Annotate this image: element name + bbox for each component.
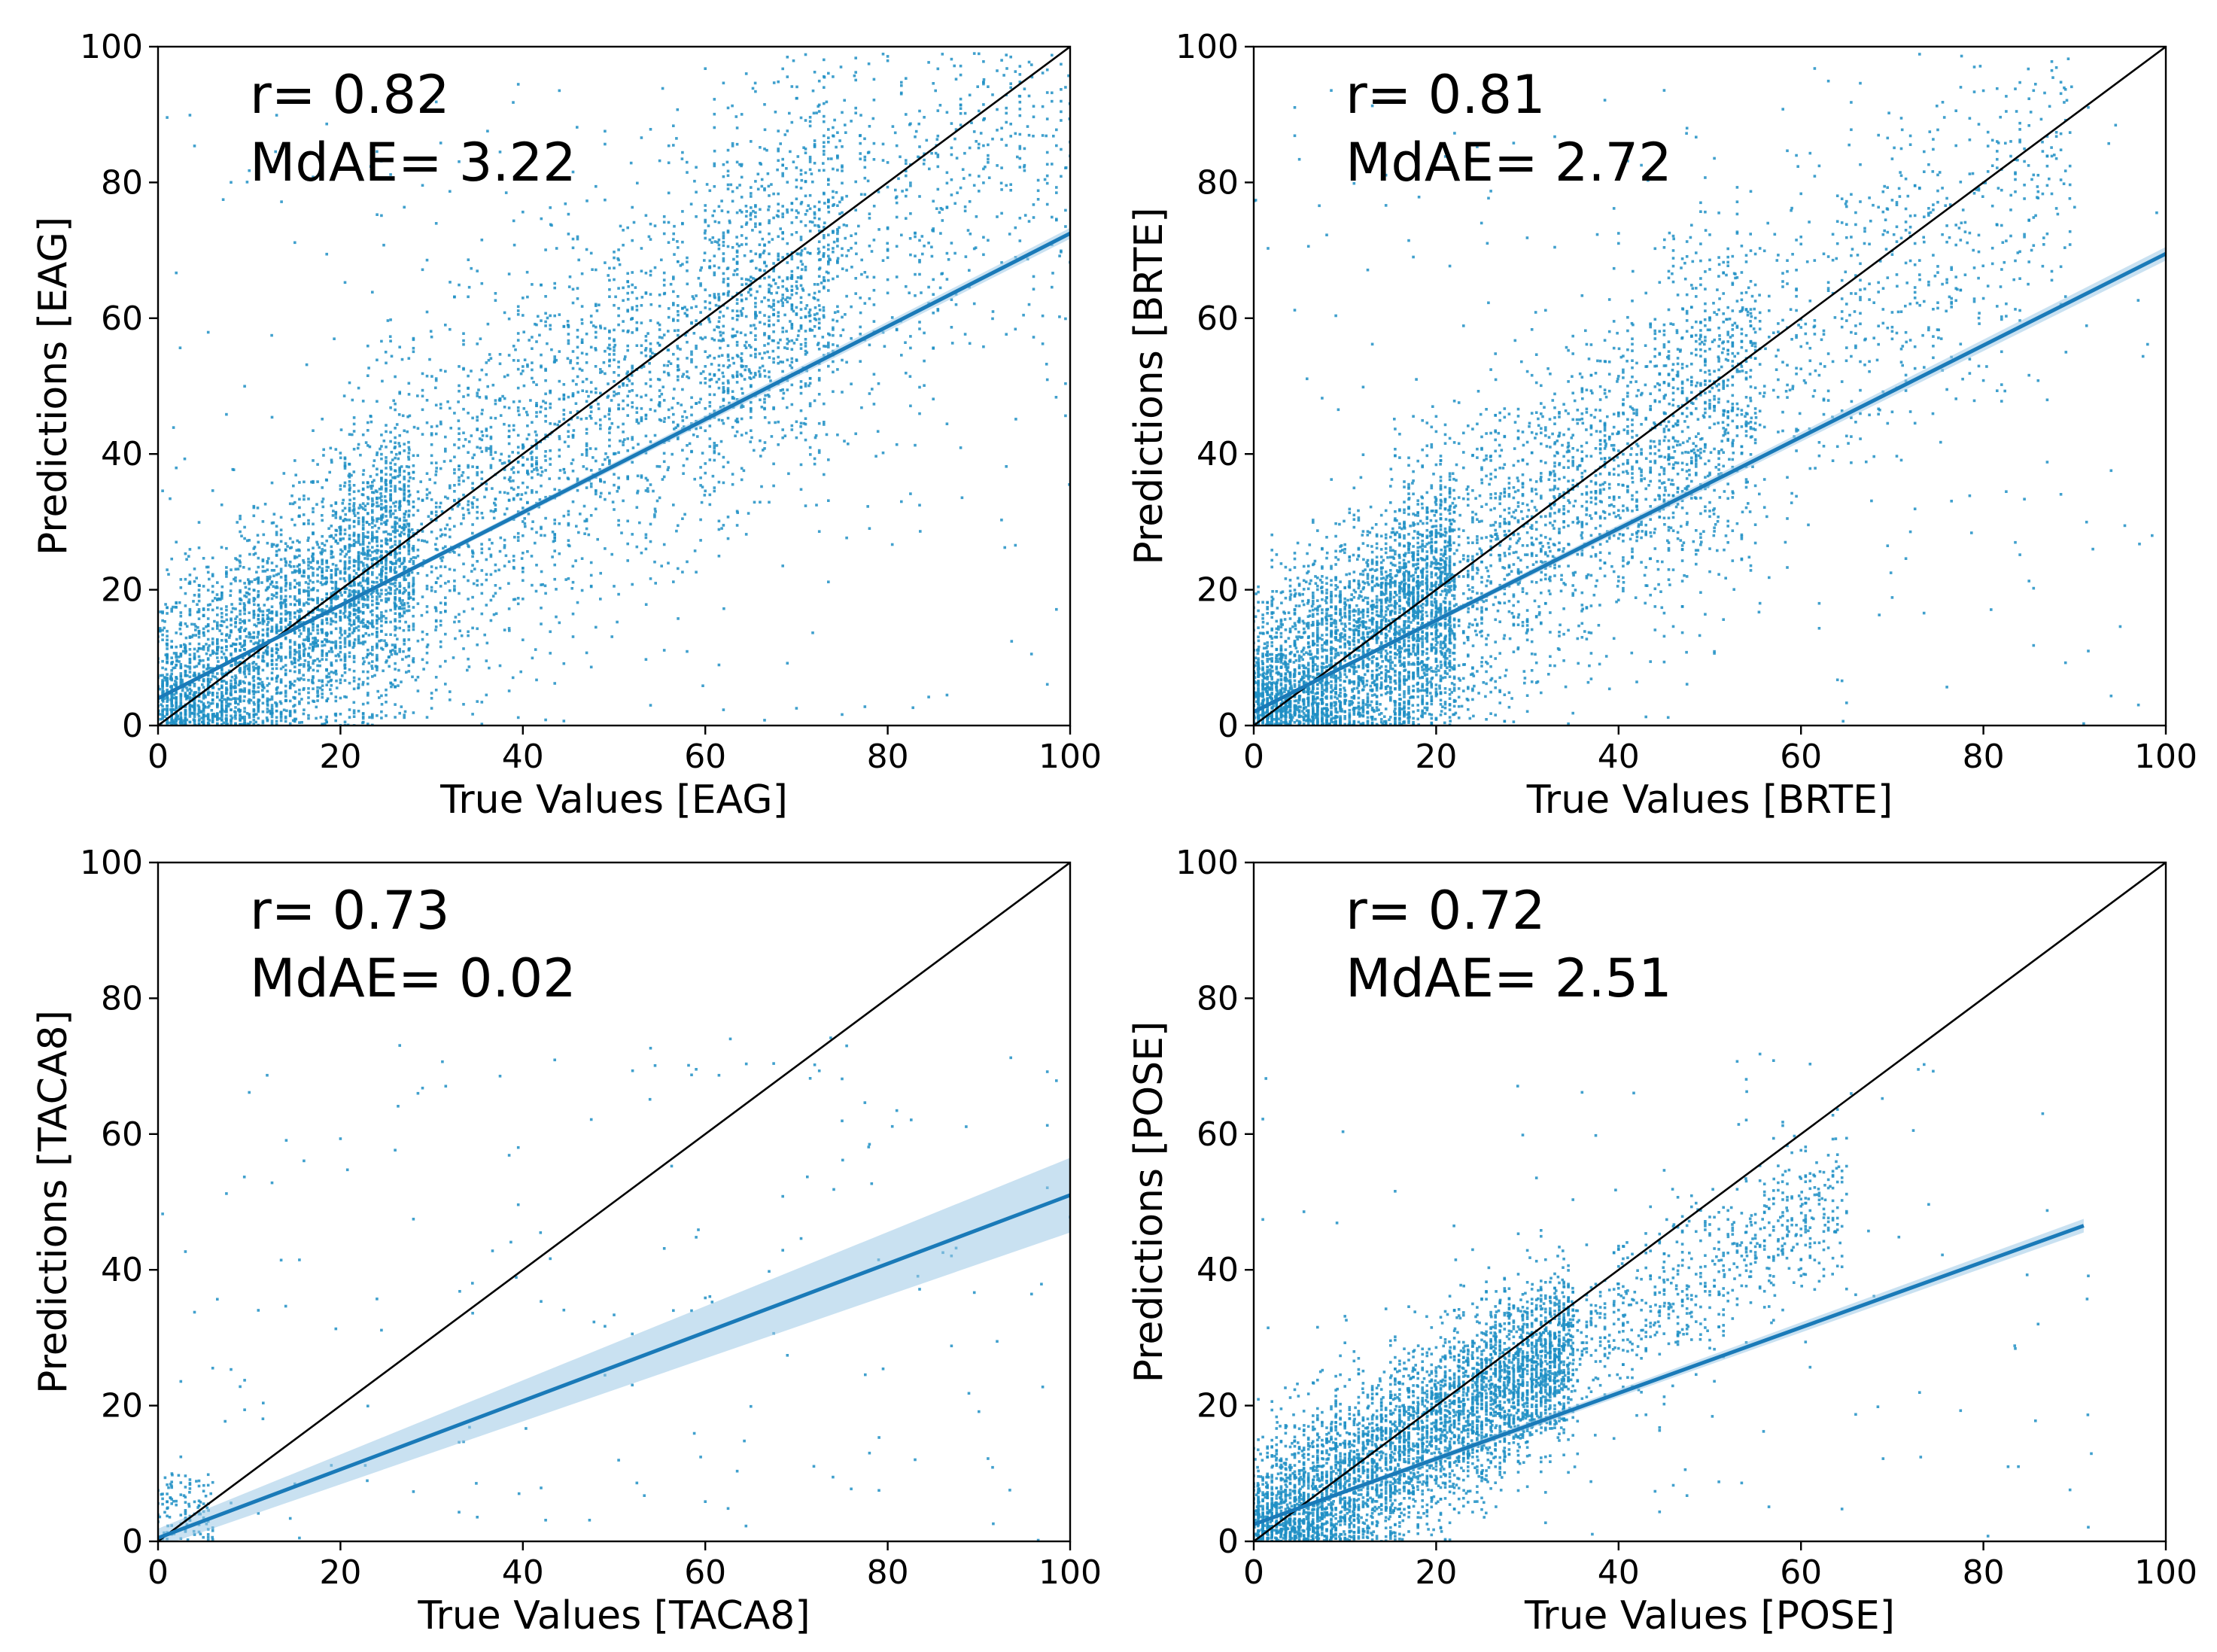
x-tick-label-brte-5: 100 <box>2134 738 2197 776</box>
point-cluster-eag-3 <box>158 83 1070 723</box>
y-tick-label-eag-1: 20 <box>101 571 143 610</box>
regression-line-taca8 <box>158 1193 1070 1540</box>
x-tick-label-brte-0: 0 <box>1243 738 1264 776</box>
x-tick-label-brte-4: 80 <box>1963 738 2005 776</box>
chart-panel-pose: 0 20 40 60 80 100 0 20 40 60 80 100 True Values [POS… <box>1127 844 2197 1638</box>
regression-line-pose <box>1254 1224 2085 1526</box>
annotation-r-taca8: r= 0.73 <box>250 880 450 942</box>
x-axis-label-pose: True Values [POSE] <box>1524 1593 1895 1638</box>
y-tick-label-brte-2: 40 <box>1197 435 1239 473</box>
y-tick-label-brte-5: 100 <box>1175 28 1239 66</box>
plot-area-eag <box>158 47 1070 726</box>
scatter-points-taca8 <box>158 1036 1070 1541</box>
chart-panel-taca8: 0 20 40 60 80 100 0 20 40 60 80 100 True Values [TAC… <box>31 844 1102 1638</box>
y-tick-label-taca8-2: 40 <box>101 1251 143 1289</box>
x-tick-label-eag-1: 20 <box>319 738 361 776</box>
scatter-points-brte <box>1254 53 2158 726</box>
plot-frame-pose <box>1252 861 2167 1543</box>
y-tick-label-pose-0: 0 <box>1218 1523 1239 1561</box>
plot-area-taca8 <box>158 863 1070 1541</box>
y-tick-label-pose-5: 100 <box>1175 844 1239 882</box>
point-cluster-brte-0 <box>1254 408 1456 726</box>
identity-line-pose <box>1254 863 2166 1541</box>
y-tick-label-eag-0: 0 <box>122 707 143 745</box>
point-cluster-eag-2 <box>704 52 1070 610</box>
x-tick-label-brte-3: 60 <box>1780 738 1822 776</box>
plot-frame-brte <box>1252 45 2167 727</box>
x-axis-label-eag: True Values [EAG] <box>439 777 788 823</box>
annotation-mdae-taca8: MdAE= 0.02 <box>250 948 576 1009</box>
point-cluster-taca8-1 <box>161 1036 1070 1541</box>
y-axis-label-brte: Predictions [BRTE] <box>1127 207 1172 564</box>
scatter-points-pose <box>1254 1052 2093 1541</box>
y-axis-label-eag: Predictions [EAG] <box>31 217 76 555</box>
x-tick-label-pose-3: 60 <box>1780 1553 1822 1592</box>
plot-frame-taca8 <box>157 861 1072 1543</box>
y-tick-label-pose-2: 40 <box>1197 1251 1239 1289</box>
y-tick-label-brte-3: 60 <box>1197 300 1239 338</box>
annotation-mdae-pose: MdAE= 2.51 <box>1346 948 1672 1009</box>
y-tick-label-pose-1: 20 <box>1197 1387 1239 1425</box>
annotation-r-brte: r= 0.81 <box>1346 64 1546 126</box>
plot-area-brte <box>1254 47 2166 726</box>
point-cluster-brte-1 <box>1389 132 1757 726</box>
annotation-mdae-eag: MdAE= 3.22 <box>250 132 576 193</box>
point-cluster-pose-0 <box>1254 1229 1574 1541</box>
x-tick-label-eag-3: 60 <box>684 738 726 776</box>
plot-area-pose <box>1254 863 2166 1541</box>
x-tick-label-pose-5: 100 <box>2134 1553 2197 1592</box>
confidence-band-taca8 <box>158 1158 1070 1541</box>
x-tick-label-pose-2: 40 <box>1598 1553 1640 1592</box>
x-tick-label-eag-2: 40 <box>502 738 544 776</box>
identity-line-eag <box>158 47 1070 726</box>
x-tick-label-pose-0: 0 <box>1243 1553 1264 1592</box>
y-tick-label-eag-4: 80 <box>101 163 143 202</box>
y-tick-label-pose-4: 80 <box>1197 979 1239 1018</box>
y-tick-label-taca8-1: 20 <box>101 1387 143 1425</box>
x-tick-label-taca8-4: 80 <box>867 1553 909 1592</box>
point-cluster-pose-2 <box>1261 1052 2093 1538</box>
x-tick-label-taca8-3: 60 <box>684 1553 726 1592</box>
x-tick-label-eag-0: 0 <box>147 738 169 776</box>
y-tick-label-brte-1: 20 <box>1197 571 1239 610</box>
y-tick-label-taca8-0: 0 <box>122 1523 143 1561</box>
y-tick-label-brte-4: 80 <box>1197 163 1239 202</box>
y-tick-label-pose-3: 60 <box>1197 1115 1239 1154</box>
annotation-mdae-brte: MdAE= 2.72 <box>1346 132 1672 193</box>
x-tick-label-eag-5: 100 <box>1039 738 1102 776</box>
chart-panel-brte: 0 20 40 60 80 100 0 20 40 60 80 100 True Values [BRT… <box>1127 28 2197 823</box>
x-tick-label-taca8-0: 0 <box>147 1553 169 1592</box>
annotation-r-eag: r= 0.82 <box>250 64 450 126</box>
regression-line-brte <box>1254 251 2166 714</box>
x-tick-label-brte-1: 20 <box>1415 738 1457 776</box>
y-tick-label-taca8-5: 100 <box>80 844 143 882</box>
x-tick-label-taca8-1: 20 <box>319 1553 361 1592</box>
point-cluster-pose-1 <box>1480 1108 1848 1494</box>
y-tick-label-eag-3: 60 <box>101 300 143 338</box>
annotation-r-pose: r= 0.72 <box>1346 880 1546 942</box>
x-tick-label-taca8-2: 40 <box>502 1553 544 1592</box>
y-axis-label-taca8: Predictions [TACA8] <box>31 1010 76 1394</box>
y-tick-label-brte-0: 0 <box>1218 707 1239 745</box>
chart-panel-eag: 0 20 40 60 80 100 0 20 40 60 80 100 True Values [EAG… <box>31 28 1102 823</box>
y-tick-label-eag-5: 100 <box>80 28 143 66</box>
identity-line-brte <box>1254 47 2166 726</box>
y-axis-label-pose: Predictions [POSE] <box>1127 1021 1172 1383</box>
x-tick-label-pose-4: 80 <box>1963 1553 2005 1592</box>
y-tick-label-taca8-4: 80 <box>101 979 143 1018</box>
plot-frame-eag <box>157 45 1072 727</box>
x-tick-label-pose-1: 20 <box>1415 1553 1457 1592</box>
x-tick-label-eag-4: 80 <box>867 738 909 776</box>
point-cluster-eag-0 <box>158 361 415 726</box>
x-tick-label-taca8-5: 100 <box>1039 1553 1102 1592</box>
y-tick-label-taca8-3: 60 <box>101 1115 143 1154</box>
point-cluster-brte-3 <box>1254 89 2158 726</box>
x-axis-label-taca8: True Values [TACA8] <box>417 1593 810 1638</box>
y-tick-label-eag-2: 40 <box>101 435 143 473</box>
x-axis-label-brte: True Values [BRTE] <box>1526 777 1893 823</box>
x-tick-label-brte-2: 40 <box>1598 738 1640 776</box>
identity-line-taca8 <box>158 863 1070 1541</box>
regression-line-eag <box>158 231 1070 701</box>
